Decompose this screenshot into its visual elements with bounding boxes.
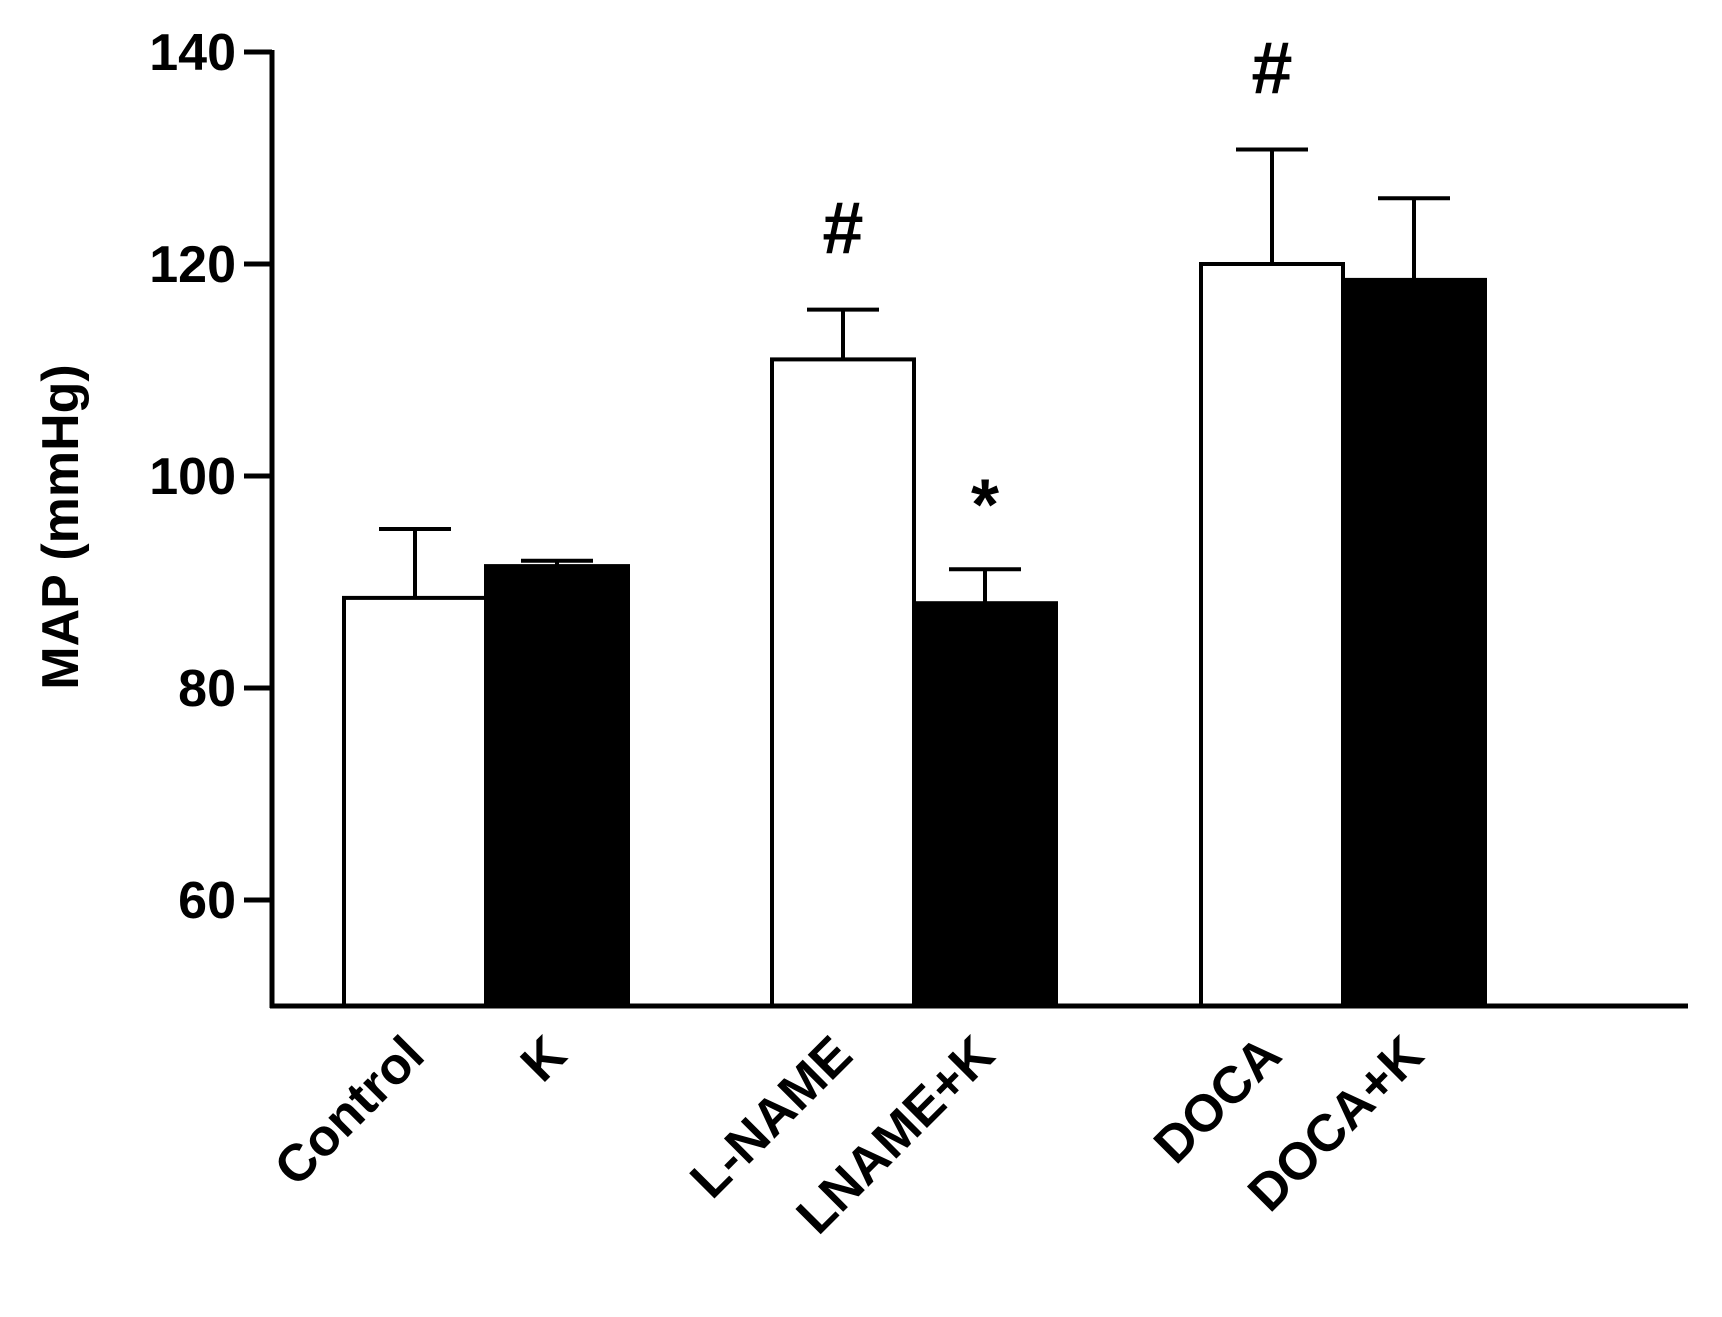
y-tick-label: 100 [149, 448, 236, 506]
category-label: K [510, 1025, 578, 1093]
y-ticks: 60 80 100 120 140 [149, 24, 272, 930]
bars-layer [342, 262, 1487, 1009]
axes-layer [269, 50, 1688, 1009]
bar-l-name [770, 357, 916, 1008]
significance-annotations: # * # [822, 27, 1292, 546]
bar-k [484, 564, 630, 1008]
error-bars-layer [379, 147, 1450, 604]
bar-doca-k [1341, 277, 1487, 1008]
significance-marker: # [1251, 27, 1292, 110]
y-tick-label: 140 [149, 24, 236, 82]
y-tick-label: 60 [178, 872, 236, 930]
significance-marker: * [971, 465, 999, 545]
bar-lname-k [912, 601, 1058, 1008]
category-label: Control [264, 1025, 436, 1197]
y-tick-label: 80 [178, 660, 236, 718]
significance-marker: # [822, 187, 863, 270]
bar-control [342, 595, 488, 1009]
y-axis-title: MAP (mmHg) [32, 364, 90, 689]
bar-doca [1199, 262, 1345, 1008]
y-tick-label: 120 [149, 236, 236, 294]
